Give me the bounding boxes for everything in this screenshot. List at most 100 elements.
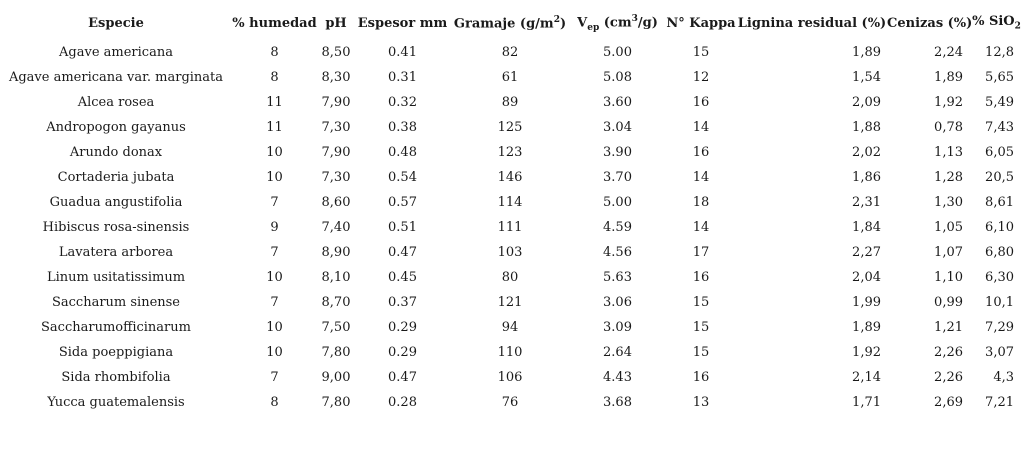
cell-humedad: 9 [270,220,279,235]
cell-ph: 8,90 [321,245,351,260]
cell-espesor: 0.47 [388,245,417,260]
cell-sio2: 8,61 [985,195,1014,210]
cell-humedad: 8 [270,70,279,85]
cell-espesor: 0.48 [388,145,417,160]
cell-humedad: 8 [270,395,279,410]
cell-vep: 3.70 [603,170,632,185]
cell-kappa: 16 [692,270,710,285]
cell-vep: 5.08 [603,70,632,85]
cell-ph: 7,80 [321,345,351,360]
cell-kappa: 14 [692,220,710,235]
cell-gramaje: 61 [501,70,519,85]
cell-sio2: 5,49 [985,95,1014,110]
cell-gramaje: 114 [497,195,523,210]
header-vep: Vep (cm3/g) [570,6,665,40]
cell-espesor: 0.41 [388,45,417,60]
cell-sio2: 12,8 [985,45,1014,60]
cell-gramaje: 146 [497,170,523,185]
cell-vep: 5.00 [603,45,632,60]
cell-sio2: 6,05 [985,145,1014,160]
cell-ph: 7,30 [321,170,351,185]
cell-humedad: 7 [270,370,279,385]
cell-espesor: 0.37 [388,295,417,310]
cell-cenizas: 0,99 [934,295,963,310]
cell-gramaje: 89 [501,95,519,110]
cell-sio2: 5,65 [985,70,1014,85]
cell-lignina: 1,54 [852,70,881,85]
table-row: Guadua angustifolia 7 8,60 0.57 114 5.00 18 2,3… [0,190,1024,215]
cell-especie: Cortaderia jubata [57,170,175,185]
header-gramaje: Gramaje (g/m2) [450,6,570,40]
table-row: Sida rhombifolia 7 9,00 0.47 106 4.43 16 2,14 2,… [0,365,1024,390]
cell-gramaje: 125 [497,120,523,135]
table-row: Saccharumofficinarum 10 7,50 0.29 94 3.09 15 1,… [0,315,1024,340]
cell-ph: 8,30 [321,70,351,85]
cell-ph: 7,40 [321,220,351,235]
cell-humedad: 11 [266,95,283,110]
species-properties-table: Especie % humedad pH Espesor mm Gramaje … [0,6,1024,415]
table-body: Agave americana 8 8,50 0.41 82 5.00 15 1,89 2,24… [0,40,1024,415]
cell-humedad: 10 [266,170,283,185]
cell-kappa: 15 [692,45,710,60]
header-row: Especie % humedad pH Espesor mm Gramaje … [0,6,1024,40]
cell-lignina: 1,88 [852,120,881,135]
cell-espesor: 0.28 [388,395,417,410]
cell-gramaje: 106 [497,370,523,385]
cell-cenizas: 0,78 [934,120,963,135]
table-row: Agave americana var. marginata 8 8,30 0.31 6… [0,65,1024,90]
cell-cenizas: 2,26 [934,345,963,360]
cell-especie: Andropogon gayanus [46,120,186,135]
cell-kappa: 14 [692,170,710,185]
table-row: Alcea rosea 11 7,90 0.32 89 3.60 16 2,09 1,92 5,4… [0,90,1024,115]
cell-especie: Guadua angustifolia [49,195,183,210]
cell-gramaje: 123 [497,145,523,160]
cell-vep: 3.06 [603,295,632,310]
cell-humedad: 10 [266,145,283,160]
cell-kappa: 18 [692,195,710,210]
cell-kappa: 15 [692,345,710,360]
cell-kappa: 12 [692,70,710,85]
cell-gramaje: 82 [501,45,519,60]
cell-vep: 4.56 [603,245,632,260]
header-vep-post: /g) [637,14,658,30]
cell-ph: 7,30 [321,120,351,135]
cell-cenizas: 1,10 [934,270,963,285]
cell-cenizas: 1,89 [934,70,963,85]
cell-espesor: 0.32 [388,95,417,110]
cell-espesor: 0.47 [388,370,417,385]
cell-especie: Agave americana [59,45,173,60]
header-ph: pH [325,15,347,31]
cell-especie: Arundo donax [69,145,163,160]
cell-sio2: 7,21 [985,395,1014,410]
cell-espesor: 0.54 [388,170,417,185]
cell-vep: 5.00 [603,195,632,210]
cell-ph: 7,90 [321,95,351,110]
cell-kappa: 16 [692,145,710,160]
cell-kappa: 15 [692,295,710,310]
cell-espesor: 0.29 [388,320,417,335]
cell-gramaje: 80 [501,270,519,285]
table-row: Linum usitatissimum 10 8,10 0.45 80 5.63 16 2,0… [0,265,1024,290]
header-kappa: N° Kappa [666,15,736,31]
cell-kappa: 14 [692,120,710,135]
cell-lignina: 2,09 [852,95,881,110]
header-gramaje-sup: 2 [553,14,560,25]
cell-cenizas: 1,30 [934,195,963,210]
cell-especie: Sida rhombifolia [61,370,171,385]
cell-cenizas: 2,26 [934,370,963,385]
cell-gramaje: 121 [497,295,523,310]
cell-vep: 4.59 [603,220,632,235]
cell-sio2: 3,07 [985,345,1014,360]
cell-kappa: 16 [692,95,710,110]
cell-lignina: 2,31 [852,195,881,210]
header-vep-sup: 3 [631,13,638,24]
cell-vep: 3.04 [603,120,632,135]
cell-cenizas: 1,05 [934,220,963,235]
cell-espesor: 0.38 [388,120,417,135]
cell-ph: 8,60 [321,195,351,210]
cell-especie: Agave americana var. marginata [8,70,224,85]
cell-ph: 7,90 [321,145,351,160]
cell-especie: Linum usitatissimum [46,270,186,285]
cell-humedad: 11 [266,120,283,135]
cell-lignina: 2,04 [852,270,881,285]
